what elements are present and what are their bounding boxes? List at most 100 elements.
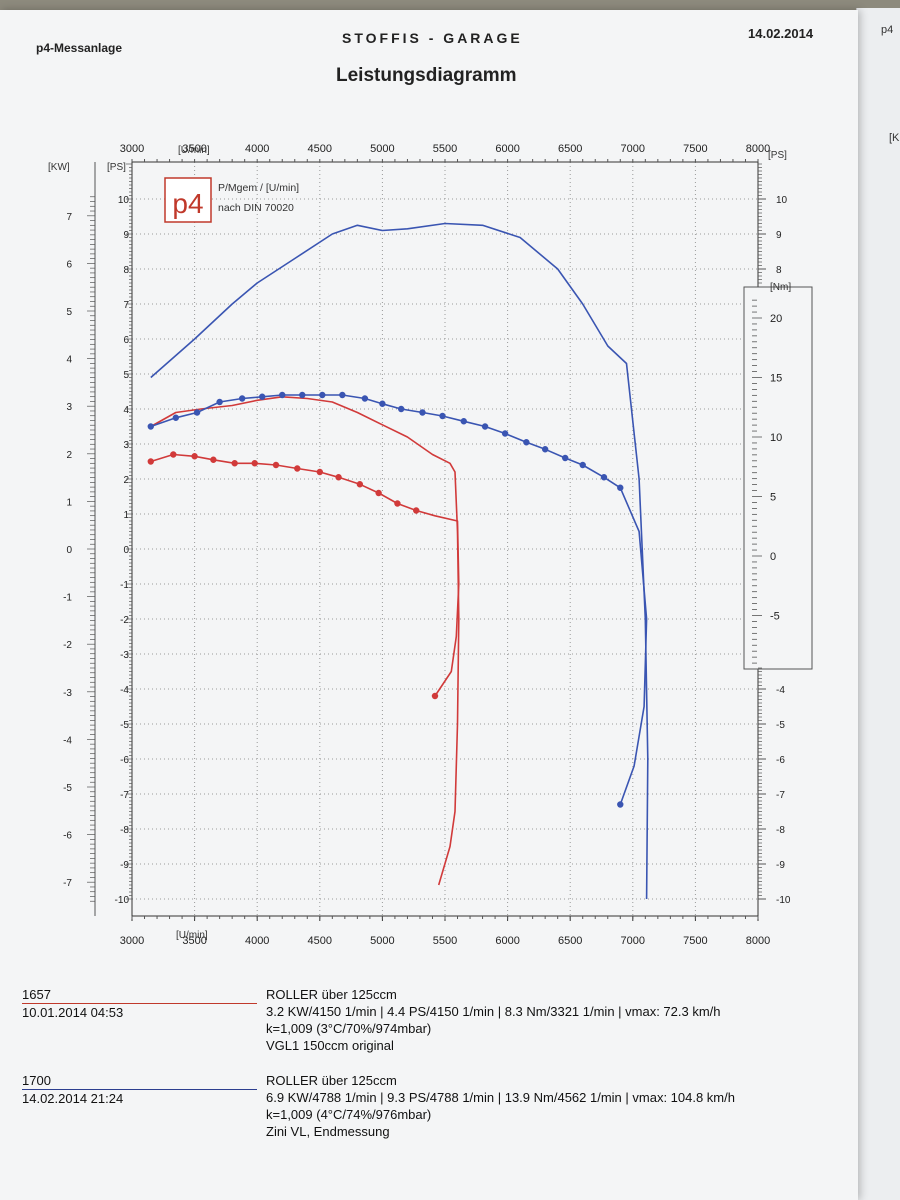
series-point <box>316 468 323 476</box>
legend-box: p4 P/Mgem / [U/min] nach DIN 70020 <box>164 177 299 223</box>
legend-line-1: P/Mgem / [U/min] <box>218 182 299 194</box>
series-point <box>379 400 386 407</box>
nm-tick-label: 15 <box>770 373 782 385</box>
kw-tick-label: 1 <box>66 497 72 508</box>
x-tick-label-bottom: 7500 <box>683 935 707 947</box>
series-point <box>170 451 177 458</box>
ps-tick-label: -8 <box>120 825 129 836</box>
series-point <box>394 500 401 507</box>
series-point <box>600 474 608 481</box>
ps-tick-label: 2 <box>123 475 129 486</box>
ps-tick-label: -1 <box>120 580 129 591</box>
kw-tick-label: -5 <box>63 783 72 794</box>
x-tick-label-top: 3500 <box>182 143 206 155</box>
series-point <box>541 446 549 453</box>
record-1700: 1700 14.02.2014 21:24 <box>22 1072 257 1107</box>
kw-tick-label: 7 <box>66 212 72 223</box>
x-tick-label-bottom: 3500 <box>182 935 206 947</box>
x-tick-label-top: 7000 <box>621 143 645 155</box>
ps-right-tick-label: -6 <box>776 755 785 766</box>
series-line <box>150 222 649 900</box>
series-point <box>361 395 369 402</box>
ps-tick-label: 0 <box>123 545 129 556</box>
torque-scale-box <box>743 286 813 670</box>
record-note: Zini VL, Endmessung <box>266 1124 390 1139</box>
nm-tick-label: 0 <box>770 551 776 563</box>
kw-tick-label: -4 <box>63 735 72 746</box>
dyno-report-sheet: p4-Messanlage STOFFIS - GARAGE 14.02.201… <box>0 10 858 1200</box>
station-label: p4-Messanlage <box>36 41 123 55</box>
record-1700-details: ROLLER über 125ccm 6.9 KW/4788 1/min | 9… <box>266 1072 735 1140</box>
nm-tick-label: 5 <box>770 492 776 504</box>
ps-tick-label: -6 <box>120 755 129 766</box>
kw-tick-label: 3 <box>66 402 72 413</box>
series-point <box>210 456 217 463</box>
ps-tick-label: -10 <box>115 895 130 906</box>
x-tick-label-top: 5000 <box>370 143 394 155</box>
series-point <box>561 454 569 462</box>
series-point <box>375 489 382 497</box>
series-point <box>319 391 326 399</box>
record-1657: 1657 10.01.2014 04:53 <box>22 986 257 1021</box>
series-point <box>439 412 446 420</box>
series-point <box>339 391 346 399</box>
series-point <box>231 460 238 467</box>
series-point <box>419 409 426 416</box>
kw-tick-label: -1 <box>63 593 72 604</box>
ps-right-tick-label: 8 <box>776 265 782 276</box>
ps-tick-label: 9 <box>123 230 129 241</box>
chart-title: Leistungsdiagramm <box>336 65 517 86</box>
ps-tick-label: 8 <box>123 265 129 276</box>
legend-line-2: nach DIN 70020 <box>218 202 294 214</box>
x-tick-label-bottom: 4000 <box>245 935 269 947</box>
ps-tick-label: 4 <box>123 405 129 416</box>
x-tick-label-top: 7500 <box>683 143 707 155</box>
ps-right-tick-label: 10 <box>776 195 788 206</box>
series-point <box>523 439 530 446</box>
series-point <box>251 460 258 467</box>
series-point <box>413 507 420 514</box>
unit-labels: [U/min] [U/min] [KW] [PS] [PS] [Nm] <box>48 145 791 941</box>
ps-right-tick-label: -4 <box>776 685 785 696</box>
logo-mark: p4 <box>172 188 203 219</box>
series-point <box>356 481 364 488</box>
ps-tick-label: 7 <box>123 300 129 311</box>
record-values: 6.9 KW/4788 1/min | 9.3 PS/4788 1/min | … <box>266 1090 735 1105</box>
ps-unit-right: [PS] <box>768 150 787 161</box>
nm-tick-label: -5 <box>770 611 780 623</box>
series-point <box>617 484 624 491</box>
x-tick-label-top: 6000 <box>495 143 519 155</box>
record-datetime: 14.02.2014 21:24 <box>22 1091 124 1106</box>
x-tick-label-top: 3000 <box>120 143 144 155</box>
x-tick-label-bottom: 7000 <box>621 935 645 947</box>
record-datetime: 10.01.2014 04:53 <box>22 1005 124 1020</box>
logo-frame <box>164 177 212 223</box>
ps-tick-label: 5 <box>123 370 129 381</box>
ps-right-tick-label: -10 <box>776 895 791 906</box>
series-point <box>279 391 286 399</box>
record-vehicle: ROLLER über 125ccm <box>266 987 397 1002</box>
series-line <box>150 395 460 886</box>
series-point <box>172 414 180 421</box>
nm-tick-label: 10 <box>770 432 782 444</box>
ps-tick-label: -5 <box>120 720 129 731</box>
second-sheet-unit: [K <box>889 132 900 144</box>
record-1657-details: ROLLER über 125ccm 3.2 KW/4150 1/min | 4… <box>266 986 721 1054</box>
ps-tick-label: 10 <box>118 195 130 206</box>
ps-unit-left: [PS] <box>107 162 126 173</box>
series-point <box>294 465 301 472</box>
series-point <box>431 692 439 700</box>
rpm-unit-bottom: [U/min] <box>176 930 208 941</box>
series-point <box>335 474 342 481</box>
ps-tick-label: -3 <box>120 650 129 661</box>
x-tick-label-top: 8000 <box>746 143 770 155</box>
kw-tick-label: -3 <box>63 688 72 699</box>
series-point <box>617 801 624 808</box>
series-line <box>150 453 460 697</box>
kw-tick-label: 0 <box>66 545 72 556</box>
x-tick-label-bottom: 6500 <box>558 935 582 947</box>
chart-grid <box>131 162 759 916</box>
x-tick-label-top: 6500 <box>558 143 582 155</box>
series-point <box>501 430 509 437</box>
